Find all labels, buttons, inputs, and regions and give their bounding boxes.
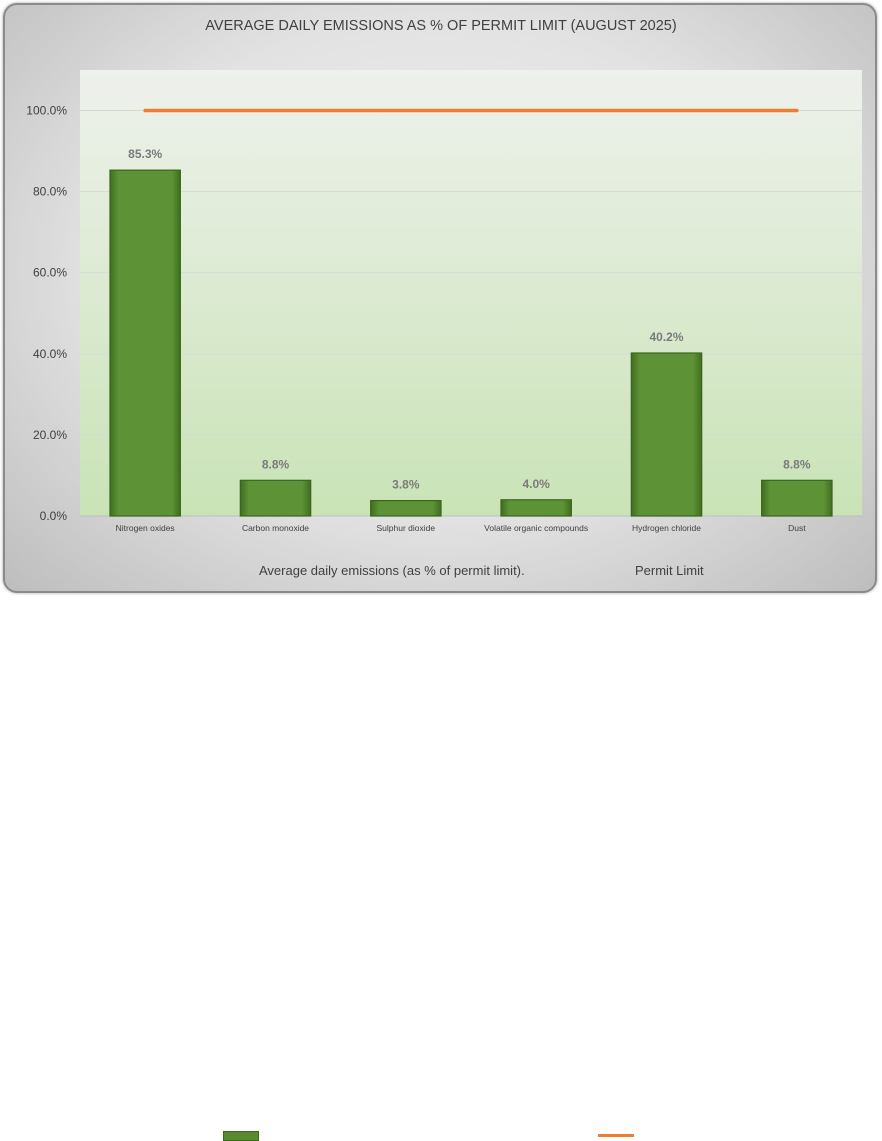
y-tick-label: 60.0% <box>33 266 67 280</box>
legend-bar-swatch <box>223 1131 259 1141</box>
x-tick-label: Dust <box>788 523 806 533</box>
legend-bar-label: Average daily emissions (as % of permit … <box>259 563 525 578</box>
bar <box>370 499 442 517</box>
x-tick-label: Sulphur dioxide <box>377 523 436 533</box>
bar <box>109 169 181 517</box>
data-label: 40.2% <box>649 330 683 344</box>
data-label: 8.8% <box>783 457 811 471</box>
data-label: 3.8% <box>392 478 420 492</box>
data-label: 4.0% <box>522 477 550 491</box>
x-tick-label: Volatile organic compounds <box>484 523 588 533</box>
bar <box>630 352 703 517</box>
y-tick-label: 20.0% <box>33 428 67 442</box>
x-tick-label: Hydrogen chloride <box>632 523 701 533</box>
data-label: 85.3% <box>128 147 162 161</box>
bar <box>761 479 833 517</box>
legend-line-label: Permit Limit <box>635 563 704 578</box>
bar <box>239 479 312 517</box>
x-tick-label: Carbon monoxide <box>242 523 309 533</box>
y-tick-label: 100.0% <box>26 104 67 118</box>
x-tick-label: Nitrogen oxides <box>116 523 175 533</box>
plot-area <box>80 70 862 516</box>
legend-line-swatch <box>598 1134 634 1137</box>
chart-title: AVERAGE DAILY EMISSIONS AS % OF PERMIT L… <box>205 18 677 34</box>
bar <box>500 499 572 517</box>
y-tick-label: 0.0% <box>40 509 68 523</box>
y-tick-label: 80.0% <box>33 185 67 199</box>
data-label: 8.8% <box>262 457 290 471</box>
chart-svg: 0.0% 20.0% 40.0% 60.0% 80.0% 100.0% 85.3% 8.8% 3… <box>26 70 862 533</box>
y-tick-label: 40.0% <box>33 347 67 361</box>
